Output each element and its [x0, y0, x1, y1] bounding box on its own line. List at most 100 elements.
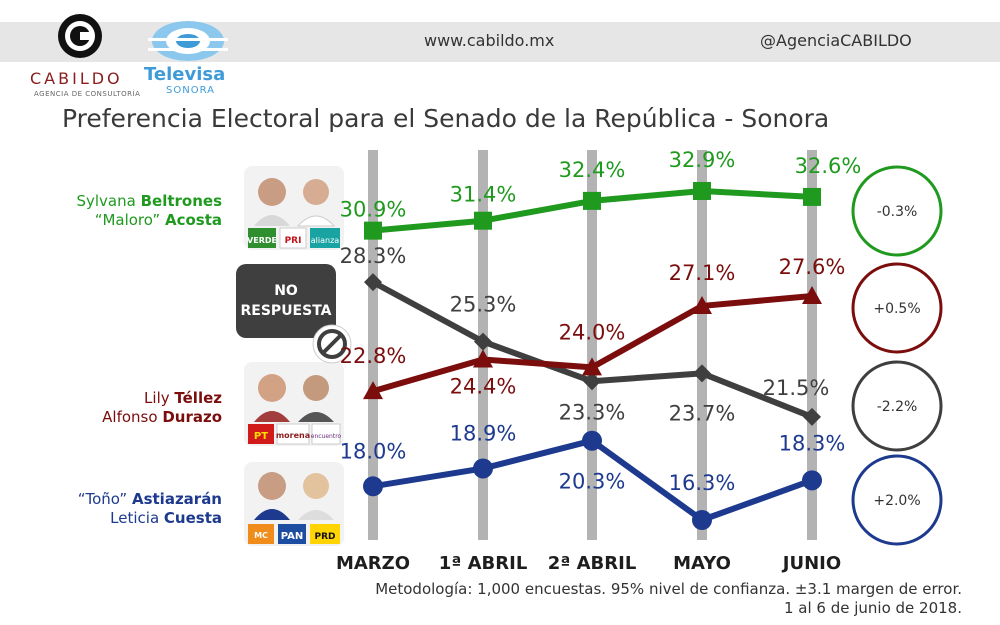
candidate-label-red: Lily Téllez Alfonso Durazo: [30, 389, 222, 427]
change-badge-green: [851, 165, 943, 257]
data-label: 32.9%: [669, 148, 736, 172]
data-point: [803, 187, 821, 206]
data-point: [474, 211, 492, 230]
candidate-second-surname: Acosta: [164, 211, 222, 229]
data-point: [583, 372, 601, 391]
candidate-first-name: “Toño”: [77, 490, 132, 508]
televisa-name: Televisa: [144, 64, 226, 85]
no-entry-icon: [312, 324, 352, 364]
candidate-first-surname: Téllez: [174, 389, 222, 407]
twitter-handle[interactable]: @AgenciaCABILDO: [760, 31, 912, 50]
series-line-green: [372, 187, 813, 234]
month-gridline: [478, 150, 488, 540]
change-badge-blue: [851, 454, 943, 546]
data-label: 30.9%: [340, 198, 407, 222]
candidate-first-surname: Beltrones: [140, 192, 222, 210]
data-point: [473, 458, 493, 479]
data-label: 32.6%: [795, 154, 862, 178]
x-axis-labels: MARZO 1ª ABRIL 2ª ABRIL MAYO JUNIO: [336, 553, 841, 574]
data-label: 28.3%: [340, 244, 407, 268]
party-logo-pri: PRI: [285, 236, 302, 246]
data-label: 23.3%: [559, 400, 626, 424]
value-labels: 30.9% 31.4% 32.4% 32.9% 32.6% 28.3% 25.3% 23.3%…: [340, 148, 862, 495]
candidate-first-surname: Astiazarán: [131, 490, 222, 508]
data-label: 23.7%: [669, 401, 736, 425]
no-respuesta-line2: RESPUESTA: [240, 303, 332, 319]
data-point: [473, 349, 493, 368]
data-point: [693, 181, 711, 200]
data-point: [803, 407, 821, 426]
cabildo-name: CABILDO: [30, 69, 123, 88]
data-label: 24.0%: [559, 320, 626, 344]
series-markers: [363, 181, 822, 530]
data-point: [693, 364, 711, 383]
x-tick-label: 2ª ABRIL: [548, 553, 637, 574]
data-label: 20.3%: [559, 470, 626, 494]
month-gridlines: [368, 150, 817, 540]
cabildo-logo-icon: [58, 14, 102, 58]
data-label: 18.0%: [340, 439, 407, 463]
chart-title: Preferencia Electoral para el Senado de …: [62, 104, 830, 133]
candidate-second-name: “Maloro”: [94, 211, 165, 229]
data-point: [692, 510, 712, 530]
candidate-photo-blue: MC PAN PRD: [244, 462, 344, 546]
month-gridline: [807, 150, 817, 540]
party-logo-verde: VERDE: [247, 236, 277, 245]
x-tick-label: JUNIO: [781, 553, 841, 574]
methodology-line2: 1 al 6 de junio de 2018.: [783, 599, 962, 617]
cabildo-subtitle: AGENCIA DE CONSULTORÍA: [34, 90, 141, 98]
data-point: [692, 295, 712, 314]
series-line-red: [372, 293, 813, 395]
change-value: +0.5%: [873, 301, 920, 317]
data-point: [364, 221, 382, 240]
methodology-line1: Metodología: 1,000 encuestas. 95% nivel …: [375, 580, 962, 598]
party-logo-alianza: alianza: [311, 236, 340, 245]
candidate-first-name: Sylvana: [76, 192, 141, 210]
party-logo-pan: PAN: [281, 531, 304, 542]
candidate-second-name: Alfonso: [102, 408, 163, 426]
data-point: [363, 381, 383, 400]
data-point: [802, 470, 822, 491]
candidate-second-surname: Cuesta: [163, 509, 222, 527]
methodology-note: Metodología: 1,000 encuestas. 95% nivel …: [375, 580, 962, 618]
data-label: 25.3%: [450, 293, 517, 317]
candidate-second-name: Leticia: [110, 509, 164, 527]
candidate-label-green: Sylvana Beltrones “Maloro” Acosta: [30, 192, 222, 230]
month-gridline: [697, 150, 707, 540]
x-tick-label: 1ª ABRIL: [439, 553, 528, 574]
candidate-photo-red: PT morena encuentro: [244, 362, 344, 446]
data-point: [474, 332, 492, 351]
series-line-blue: [372, 437, 814, 523]
change-value: +2.0%: [873, 493, 920, 509]
party-logo-morena: morena: [276, 431, 310, 440]
no-respuesta-label: NO RESPUESTA: [236, 264, 336, 338]
candidate-photo-green: VERDE PRI alianza: [244, 166, 344, 250]
data-point: [583, 191, 601, 210]
candidate-label-blue: “Toño” Astiazarán Leticia Cuesta: [30, 490, 222, 528]
data-label: 27.1%: [669, 261, 736, 285]
data-label: 27.6%: [779, 255, 846, 279]
candidate-first-name: Lily: [144, 389, 175, 407]
data-point: [364, 273, 382, 292]
change-value: -0.3%: [877, 204, 918, 220]
data-point: [582, 357, 602, 376]
candidate-second-surname: Durazo: [162, 408, 222, 426]
data-label: 32.4%: [559, 158, 626, 182]
month-gridline: [587, 150, 597, 540]
website-url[interactable]: www.cabildo.mx: [424, 31, 555, 50]
data-label: 21.5%: [763, 376, 830, 400]
party-logo-prd: PRD: [315, 532, 336, 542]
party-logo-encuentro: encuentro: [311, 433, 342, 440]
change-value: -2.2%: [877, 399, 918, 415]
televisa-subtitle: SONORA: [166, 85, 215, 96]
party-logo-pt: PT: [254, 431, 268, 442]
party-logo-mc: MC: [254, 531, 268, 540]
data-label: 18.3%: [779, 431, 846, 455]
data-point: [582, 430, 602, 451]
x-tick-label: MAYO: [673, 553, 731, 574]
change-badges: -0.3% -2.2% +0.5% +2.0%: [851, 165, 943, 546]
x-tick-label: MARZO: [336, 553, 410, 574]
data-label: 24.4%: [450, 374, 517, 398]
data-label: 16.3%: [669, 471, 736, 495]
